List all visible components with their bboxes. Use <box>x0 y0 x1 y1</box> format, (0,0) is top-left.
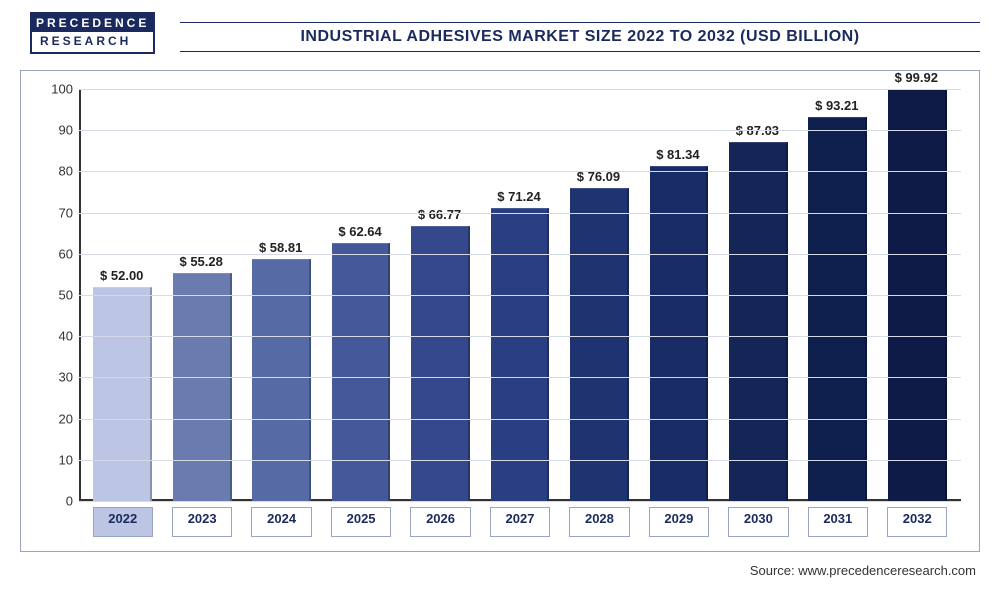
y-tick-label: 100 <box>39 82 73 97</box>
x-axis-category-label: 2029 <box>649 507 709 537</box>
y-tick-label: 80 <box>39 164 73 179</box>
grid-line <box>79 336 961 337</box>
x-label-box: 2025 <box>321 507 400 537</box>
grid-line <box>79 89 961 90</box>
bar-value-label: $ 62.64 <box>338 224 381 239</box>
x-label-box: 2029 <box>639 507 718 537</box>
plot-area: $ 52.00 $ 55.28 $ 58.81 $ 62.64 $ 66.77 $ 71.… <box>79 89 961 501</box>
x-axis-category-label: 2030 <box>728 507 788 537</box>
bar: $ 71.24 <box>491 208 550 502</box>
y-tick-label: 30 <box>39 370 73 385</box>
x-label-box: 2031 <box>798 507 877 537</box>
grid-line <box>79 213 961 214</box>
chart-title: INDUSTRIAL ADHESIVES MARKET SIZE 2022 TO… <box>300 28 859 46</box>
x-axis-labels: 2022 2023 2024 2025 2026 2027 2028 2029 2030 2031… <box>79 507 961 537</box>
y-tick-label: 0 <box>39 494 73 509</box>
y-tick-label: 40 <box>39 329 73 344</box>
grid-line <box>79 130 961 131</box>
grid-line <box>79 419 961 420</box>
x-axis-category-label: 2025 <box>331 507 391 537</box>
grid-line <box>79 171 961 172</box>
logo: PRECEDENCE RESEARCH <box>30 12 155 54</box>
x-label-box: 2026 <box>401 507 480 537</box>
bar-value-label: $ 66.77 <box>418 207 461 222</box>
y-tick-label: 60 <box>39 246 73 261</box>
x-axis-category-label: 2032 <box>887 507 947 537</box>
bar-value-label: $ 99.92 <box>895 70 938 85</box>
x-label-box: 2024 <box>242 507 321 537</box>
bar: $ 55.28 <box>173 273 232 501</box>
bar-value-label: $ 58.81 <box>259 240 302 255</box>
x-axis-category-label: 2024 <box>251 507 311 537</box>
bar: $ 52.00 <box>93 287 152 501</box>
grid-line <box>79 254 961 255</box>
logo-brand-top: PRECEDENCE <box>32 14 153 32</box>
bar-value-label: $ 52.00 <box>100 268 143 283</box>
bar: $ 81.34 <box>650 166 709 501</box>
x-label-box: 2022 <box>83 507 162 537</box>
y-tick-label: 70 <box>39 205 73 220</box>
bar: $ 76.09 <box>570 188 629 501</box>
x-axis-category-label: 2031 <box>808 507 868 537</box>
y-tick-label: 90 <box>39 123 73 138</box>
grid-line <box>79 460 961 461</box>
y-tick-label: 10 <box>39 452 73 467</box>
bar: $ 93.21 <box>808 117 867 501</box>
chart-title-bar: INDUSTRIAL ADHESIVES MARKET SIZE 2022 TO… <box>180 22 980 52</box>
bar-value-label: $ 93.21 <box>815 98 858 113</box>
chart-frame: $ 52.00 $ 55.28 $ 58.81 $ 62.64 $ 66.77 $ 71.… <box>20 70 980 552</box>
grid-line <box>79 377 961 378</box>
bar: $ 62.64 <box>332 243 391 501</box>
y-tick-label: 20 <box>39 411 73 426</box>
bar-value-label: $ 81.34 <box>656 147 699 162</box>
logo-brand-bottom: RESEARCH <box>40 33 145 48</box>
grid-line <box>79 501 961 502</box>
bar: $ 87.03 <box>729 142 788 501</box>
x-axis-category-label: 2028 <box>569 507 629 537</box>
y-tick-label: 50 <box>39 288 73 303</box>
x-label-box: 2028 <box>560 507 639 537</box>
x-label-box: 2027 <box>480 507 559 537</box>
x-label-box: 2030 <box>719 507 798 537</box>
x-axis-category-label: 2026 <box>410 507 470 537</box>
bar-value-label: $ 71.24 <box>497 189 540 204</box>
x-axis-category-label: 2023 <box>172 507 232 537</box>
bar-value-label: $ 55.28 <box>179 254 222 269</box>
source-attribution: Source: www.precedenceresearch.com <box>750 563 976 578</box>
x-label-box: 2032 <box>878 507 957 537</box>
x-axis-category-label: 2022 <box>93 507 153 537</box>
grid-line <box>79 295 961 296</box>
x-label-box: 2023 <box>162 507 241 537</box>
x-axis-category-label: 2027 <box>490 507 550 537</box>
